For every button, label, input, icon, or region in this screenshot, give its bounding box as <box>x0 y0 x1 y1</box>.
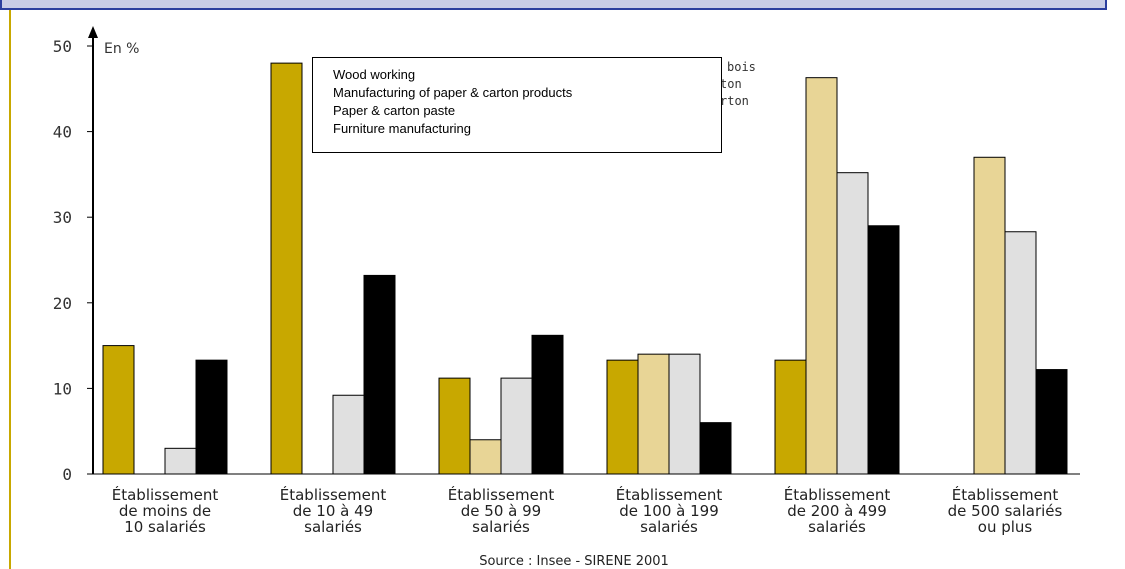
bars-group <box>102 62 1068 475</box>
category-label: 10 salariés <box>124 518 206 536</box>
bar <box>805 77 838 475</box>
category-label: salariés <box>640 518 698 536</box>
category-label: de 10 à 49 <box>293 502 373 520</box>
bar <box>438 377 471 475</box>
bar <box>195 359 228 475</box>
category-label: de 500 salariés <box>948 502 1063 520</box>
bar <box>500 377 533 475</box>
bar <box>332 394 365 475</box>
legend-item-wood-working: Wood working <box>333 67 416 82</box>
category-label: Établissement <box>448 485 555 504</box>
legend-item-furniture: Furniture manufacturing <box>333 121 472 136</box>
bar <box>531 334 564 475</box>
bar <box>973 156 1006 475</box>
category-label: Établissement <box>616 485 723 504</box>
y-unit-label: En % <box>104 41 139 57</box>
bar <box>774 359 807 475</box>
category-label: ou plus <box>978 518 1033 536</box>
category-label: Établissement <box>784 485 891 504</box>
y-tick-label: 40 <box>53 123 72 142</box>
bar <box>836 172 869 475</box>
y-tick-label: 50 <box>53 37 72 56</box>
y-axis-arrow-icon <box>88 26 98 38</box>
bar <box>363 274 396 475</box>
y-tick-label: 0 <box>62 465 72 484</box>
bar <box>668 353 701 475</box>
legend-item-paper-carton-products: Manufacturing of paper & carton products <box>333 85 573 100</box>
bar <box>1035 369 1068 475</box>
category-label: de 100 à 199 <box>619 502 719 520</box>
y-tick-label: 30 <box>53 208 72 227</box>
bar <box>606 359 639 475</box>
category-label: de 50 à 99 <box>461 502 541 520</box>
bar <box>270 62 303 475</box>
category-label: Établissement <box>952 485 1059 504</box>
category-label: Établissement <box>112 485 219 504</box>
y-tick-label: 10 <box>53 379 72 398</box>
legend-item-paper-carton-paste: Paper & carton paste <box>333 103 456 118</box>
left-border-line <box>9 10 11 569</box>
category-label: Établissement <box>280 485 387 504</box>
category-label: de 200 à 499 <box>787 502 887 520</box>
bar <box>699 422 732 475</box>
hidden-legend-text-1: bois <box>727 60 756 74</box>
category-label: salariés <box>472 518 530 536</box>
hidden-legend-text-2: ton <box>720 77 742 91</box>
bar <box>1004 231 1037 475</box>
category-label: salariés <box>808 518 866 536</box>
category-label: salariés <box>304 518 362 536</box>
bar <box>102 345 135 475</box>
bar <box>867 225 900 475</box>
legend: Wood working Manufacturing of paper & ca… <box>312 57 722 153</box>
source-label: Source : Insee - SIRENE 2001 <box>479 554 669 569</box>
category-label: de moins de <box>119 502 211 520</box>
bar <box>469 439 502 475</box>
bar <box>164 447 197 475</box>
window-top-bar <box>0 0 1107 10</box>
hidden-legend-text-3: rton <box>720 94 749 108</box>
y-axis: 0 10 20 30 40 50 <box>53 26 1080 484</box>
y-tick-label: 20 <box>53 294 72 313</box>
bar <box>637 353 670 475</box>
